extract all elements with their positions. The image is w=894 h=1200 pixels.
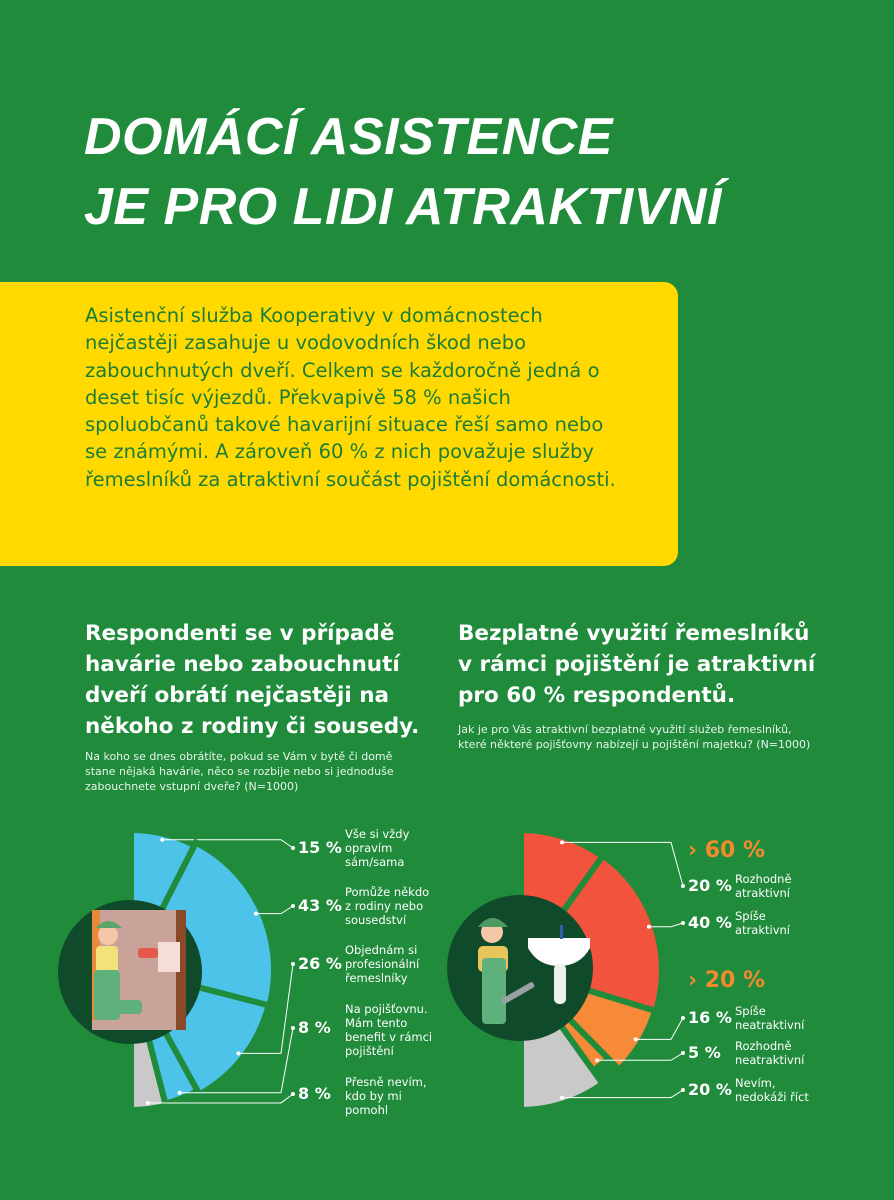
leader-line	[162, 839, 294, 849]
pct-label: 5 %	[688, 1043, 721, 1062]
chart1-title: Respondenti se v případě havárie nebo za…	[85, 621, 420, 739]
leader-dot	[253, 911, 258, 916]
leader-dot	[177, 1090, 182, 1095]
pct-label: 40 %	[688, 913, 732, 932]
slice-label: Na pojišťovnu. Mám tento benefit v rámci…	[345, 1002, 433, 1058]
pct-label: 8 %	[298, 1084, 331, 1103]
leader-line	[255, 905, 294, 915]
leader-dot	[291, 1026, 295, 1030]
leader-dot	[681, 1051, 685, 1055]
pct-label: 15 %	[298, 838, 342, 857]
leader-dot	[681, 1016, 685, 1020]
leader-line	[562, 841, 684, 887]
group-total-attractive: › 60 %	[688, 838, 766, 863]
leader-line	[597, 1052, 684, 1061]
leader-dot	[560, 1095, 565, 1100]
pct-label: 43 %	[298, 896, 342, 915]
page-title: DOMÁCÍ ASISTENCE JE PRO LIDI ATRAKTIVNÍ	[84, 108, 722, 236]
leader-line	[147, 1093, 294, 1104]
slice-label: Objednám si profesionální řemeslníky	[345, 943, 420, 985]
chart1-question: Na koho se dnes obrátíte, pokud se Vám v…	[85, 750, 394, 793]
leader-dot	[681, 1088, 685, 1092]
intro-text: Asistenční služba Kooperativy v domácnos…	[85, 304, 616, 491]
slice-label: Přesně nevím, kdo by mi pomohl	[345, 1075, 427, 1117]
leader-line	[562, 1089, 684, 1099]
leader-dot	[291, 846, 295, 850]
slice-label: Nevím, nedokáži říct	[735, 1076, 809, 1104]
leader-dot	[595, 1058, 600, 1063]
slice-label: Rozhodně atraktivní	[735, 872, 792, 900]
leader-line	[179, 1027, 294, 1094]
intro-box: Asistenční služba Kooperativy v domácnos…	[0, 282, 678, 566]
worker-drill-illustration	[58, 900, 202, 1044]
pct-label: 20 %	[688, 1080, 732, 1099]
leader-dot	[646, 924, 651, 929]
pct-label: 16 %	[688, 1008, 732, 1027]
chart2-question: Jak je pro Vás atraktivní bezplatné využ…	[458, 723, 811, 751]
leader-line	[238, 963, 294, 1054]
leader-dot	[291, 1092, 295, 1096]
pct-label: 20 %	[688, 876, 732, 895]
leader-dot	[236, 1051, 241, 1056]
leader-dot	[291, 962, 295, 966]
slice-label: Spíše neatraktivní	[735, 1004, 805, 1032]
leader-dot	[160, 837, 165, 842]
chart2-title: Bezplatné využití řemeslníků v rámci poj…	[458, 621, 816, 708]
plumber-sink-illustration	[447, 895, 593, 1041]
leader-dot	[681, 884, 685, 888]
leader-dot	[633, 1037, 638, 1042]
leader-dot	[291, 904, 295, 908]
group-total-unattractive: › 20 %	[688, 968, 766, 993]
pct-label: 26 %	[298, 954, 342, 973]
leader-line	[648, 922, 684, 928]
pct-label: 8 %	[298, 1018, 331, 1037]
leader-line	[635, 1017, 684, 1040]
slice-label: Pomůže někdo z rodiny nebo sousedství	[345, 885, 430, 927]
slice-label: Spíše atraktivní	[735, 909, 790, 937]
leader-dot	[145, 1100, 150, 1105]
slice-label: Vše si vždy opravím sám/sama	[345, 827, 410, 869]
leader-dot	[560, 840, 565, 845]
leader-dot	[681, 921, 685, 925]
slice-label: Rozhodně neatraktivní	[735, 1039, 805, 1067]
